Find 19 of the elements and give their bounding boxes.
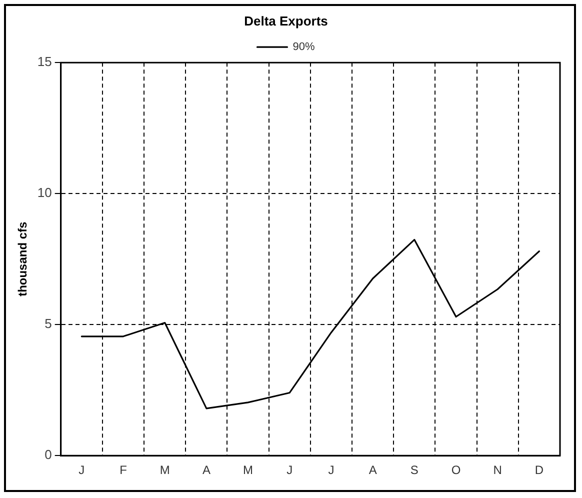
x-tick-label: M: [160, 463, 170, 478]
x-tick-label: J: [328, 463, 334, 478]
y-tick-label: 0: [44, 447, 52, 462]
chart-title: Delta Exports: [244, 13, 328, 28]
y-tick-label: 15: [37, 54, 52, 70]
x-tick-label: M: [243, 463, 254, 478]
x-tick-label: J: [286, 463, 293, 478]
x-tick-label: N: [493, 463, 502, 478]
x-tick-label: O: [451, 463, 461, 478]
x-tick-label: A: [202, 463, 210, 478]
y-tick-label: 5: [44, 316, 52, 332]
x-tick-label: S: [410, 463, 418, 478]
x-tick-label: A: [368, 463, 377, 478]
x-tick-label: F: [120, 463, 127, 478]
y-tick-label: 10: [37, 185, 52, 200]
x-tick-label: D: [534, 463, 544, 478]
y-axis-title: thousand cfs: [16, 221, 30, 296]
legend-label: 90%: [292, 41, 315, 54]
x-tick-label: J: [78, 463, 85, 478]
